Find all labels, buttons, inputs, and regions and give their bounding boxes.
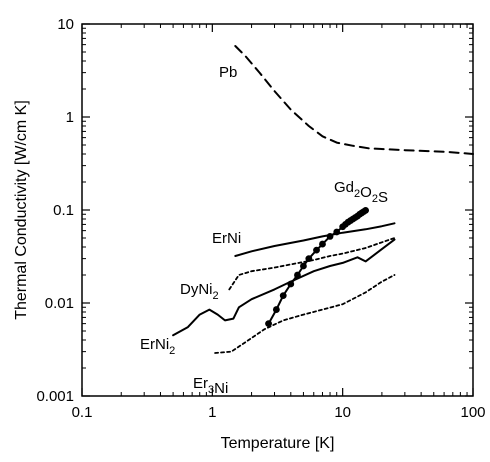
data-point-gd2o2s bbox=[313, 246, 320, 254]
x-tick-label: 0.1 bbox=[72, 404, 93, 421]
series-layer bbox=[172, 45, 474, 354]
x-axis-label: Temperature [K] bbox=[221, 435, 335, 452]
data-point-gd2o2s bbox=[300, 262, 307, 270]
series-label-gd2o2s: Gd2O2S bbox=[334, 179, 388, 206]
y-tick-label: 1 bbox=[66, 109, 74, 126]
axes: 0.1 1 10 100 0.001 0.01 0.1 1 10 bbox=[36, 16, 485, 421]
data-point-gd2o2s bbox=[319, 240, 326, 248]
series-labels: Pb Gd2O2S ErNi DyNi2 ErNi2 Er3Ni bbox=[140, 64, 388, 397]
series-label-erni: ErNi bbox=[212, 230, 241, 247]
y-tick-label: 0.001 bbox=[36, 388, 74, 405]
series-line-erni bbox=[234, 222, 396, 257]
series-label-erni2: ErNi2 bbox=[140, 336, 175, 357]
series-label-dyni2: DyNi2 bbox=[180, 281, 219, 302]
y-tick-label: 0.01 bbox=[45, 295, 74, 312]
x-tick-label: 100 bbox=[460, 404, 485, 421]
series-line-er3ni bbox=[214, 274, 396, 354]
series-label-pb: Pb bbox=[219, 64, 237, 81]
x-tick-label: 1 bbox=[208, 404, 216, 421]
y-tick-label: 10 bbox=[57, 16, 74, 33]
series-label-er3ni: Er3Ni bbox=[193, 375, 228, 397]
y-tick-label: 0.1 bbox=[53, 202, 74, 219]
y-axis-label: Thermal Conductivity [W/cm K] bbox=[13, 100, 30, 320]
data-point-gd2o2s bbox=[362, 207, 370, 214]
series-line-pb bbox=[234, 45, 474, 155]
data-point-gd2o2s bbox=[294, 271, 301, 279]
data-point-gd2o2s bbox=[265, 320, 272, 328]
data-point-gd2o2s bbox=[272, 306, 280, 313]
series-line-gd2o2s bbox=[267, 209, 367, 325]
series-line-erni2 bbox=[172, 238, 396, 337]
series-line-dyni2 bbox=[228, 237, 396, 291]
data-point-gd2o2s bbox=[279, 292, 287, 300]
x-tick-label: 10 bbox=[334, 404, 351, 421]
